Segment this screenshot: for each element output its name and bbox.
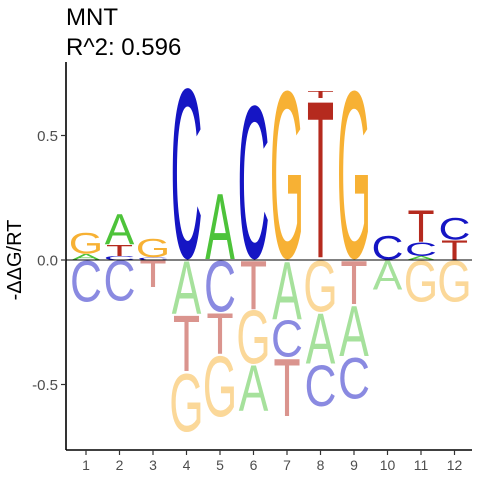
logo-letter-glyph: A	[306, 299, 336, 380]
logo-letter-C: C	[439, 212, 471, 247]
logo-letter-G: G	[236, 296, 270, 380]
logo-letter-G: G	[69, 227, 103, 260]
logo-letter-glyph: T	[106, 242, 133, 259]
logo-letter-glyph: G	[169, 357, 203, 449]
chart-title: MNT	[66, 4, 118, 31]
logo-letter-C: C	[104, 255, 136, 261]
logo-letter-glyph: T	[307, 55, 334, 306]
logo-letter-glyph: C	[271, 310, 303, 368]
y-tick-label: 0.5	[37, 128, 58, 145]
logo-letter-T: T	[307, 89, 334, 101]
logo-letter-C: C	[104, 249, 136, 313]
x-tick-label: 6	[250, 457, 258, 473]
chart-subtitle: R^2: 0.596	[66, 34, 182, 61]
x-tick-label: 9	[350, 457, 358, 473]
logo-letter-C: C	[238, 62, 270, 305]
logo-letter-glyph: C	[171, 37, 203, 308]
logo-letter-G: G	[437, 250, 471, 316]
logo-letter-C: C	[70, 250, 102, 316]
x-tick-label: 12	[447, 457, 463, 473]
logo-letter-G: G	[136, 234, 170, 263]
logo-letter-A: A	[239, 351, 269, 425]
logo-letter-G: G	[169, 357, 203, 449]
logo-letter-glyph: T	[173, 299, 200, 388]
logo-letter-glyph: G	[203, 338, 237, 435]
logo-letter-glyph: C	[70, 250, 102, 316]
logo-letter-glyph: G	[270, 43, 304, 309]
logo-letter-glyph: G	[236, 296, 270, 380]
logo-letter-glyph: G	[136, 234, 170, 263]
x-tick-label: 10	[380, 457, 396, 473]
logo-letter-glyph: A	[172, 247, 202, 331]
logo-letter-glyph: T	[139, 253, 166, 295]
logo-letter-C: C	[171, 37, 203, 308]
logo-letter-T: T	[441, 235, 468, 266]
logo-letter-T: T	[407, 203, 434, 252]
logo-letter-glyph: G	[437, 250, 471, 316]
logo-letter-G: G	[337, 43, 371, 309]
logo-letter-G: G	[270, 43, 304, 309]
x-tick-label: 5	[216, 457, 224, 473]
axes: -0.50.00.51 2 3 4 5 6 7 8 9 10 11 12	[32, 62, 472, 473]
logo-letter-C: C	[305, 354, 337, 420]
logo-letter-glyph: C	[104, 255, 136, 261]
x-tick-label: 1	[82, 457, 90, 473]
logo-letter-A: A	[272, 245, 302, 337]
logo-letter-T: T	[206, 302, 233, 368]
x-tick-label: 4	[183, 457, 191, 473]
x-tick-label: 7	[283, 457, 291, 473]
logo-letter-glyph: C	[372, 229, 404, 267]
logo-letter-glyph: C	[137, 257, 169, 261]
logo-letter-A: A	[172, 247, 202, 331]
logo-letter-T: T	[106, 242, 133, 259]
logo-letter-A: A	[406, 255, 436, 261]
logo-letter-glyph: C	[305, 354, 337, 420]
logo-letter-C: C	[372, 229, 404, 267]
logo-letter-glyph: C	[439, 212, 471, 247]
x-tick-label: 8	[317, 457, 325, 473]
logo-letter-T: T	[173, 299, 200, 388]
logo-letter-C: C	[271, 310, 303, 368]
logo-letter-A: A	[339, 291, 369, 372]
logo-letter-T: T	[139, 253, 166, 295]
logo-letter-A: A	[71, 252, 102, 262]
logo-letter-glyph: A	[205, 176, 235, 280]
logo-letter-A: A	[205, 176, 235, 280]
logo-letter-G: G	[404, 250, 438, 316]
x-tick-label: 3	[149, 457, 157, 473]
logo-letter-glyph: G	[337, 43, 371, 309]
logo-letter-glyph: G	[404, 250, 438, 316]
logo-letter-glyph: C	[405, 239, 437, 260]
logo-letter-T: T	[307, 55, 334, 306]
logo-letter-glyph: G	[69, 227, 103, 260]
logo-letter-glyph: T	[273, 342, 300, 434]
x-tick-label: 11	[414, 457, 429, 473]
logo-letter-glyph: A	[105, 206, 135, 254]
logo-letter-glyph: T	[407, 203, 434, 252]
y-axis-label: -ΔΔG/RT	[4, 220, 26, 301]
logo-letter-glyph: A	[339, 291, 369, 372]
x-tick-label: 2	[116, 457, 124, 473]
logo-letter-A: A	[306, 299, 336, 380]
logo-letter-C: C	[137, 257, 169, 261]
logo-letter-glyph: A	[272, 245, 302, 337]
logo-letter-T: T	[273, 342, 300, 434]
logo-letter-glyph: A	[239, 351, 269, 425]
logo-letter-G: G	[203, 338, 237, 435]
logo-letter-A: A	[105, 206, 135, 254]
logo-letter-glyph: C	[338, 347, 370, 413]
y-tick-label: 0.0	[37, 253, 58, 270]
logo-letter-glyph: A	[406, 255, 436, 261]
logo-letter-glyph: T	[307, 89, 334, 101]
logo-letter-C: C	[338, 347, 370, 413]
logo-letter-glyph: T	[441, 235, 468, 266]
logo-letter-C: C	[405, 239, 437, 260]
logo-letter-glyph: C	[238, 62, 270, 305]
y-tick-label: -0.5	[32, 377, 58, 394]
logo-letter-glyph: A	[71, 252, 102, 262]
logo-letter-glyph: T	[206, 302, 233, 368]
logo-letter-glyph: C	[104, 249, 136, 313]
